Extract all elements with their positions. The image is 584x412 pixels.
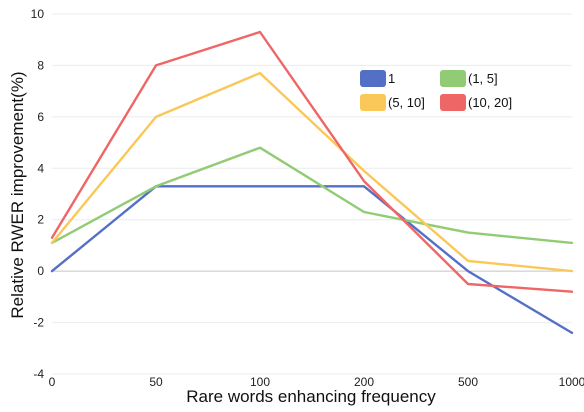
legend-label: (1, 5] [468, 71, 498, 86]
legend-label: 1 [388, 71, 395, 86]
y-axis-title: Relative RWER improvement(%) [8, 71, 27, 318]
legend-label: (5, 10] [388, 95, 425, 110]
grid-lines [52, 14, 572, 374]
y-tick-label: 6 [37, 110, 44, 124]
legend-swatch [440, 94, 466, 111]
legend: 1 (1, 5] (5, 10] (10, 20] [360, 70, 512, 111]
series-line [52, 148, 572, 243]
x-axis-title: Rare words enhancing frequency [186, 387, 436, 406]
y-axis-ticks: -4 -2 0 2 4 6 8 10 [31, 7, 45, 381]
series-line [52, 186, 572, 333]
y-tick-label: 0 [37, 264, 44, 278]
y-tick-label: 2 [37, 213, 44, 227]
x-tick-label: 1000 [559, 375, 584, 389]
y-tick-label: -4 [33, 367, 44, 381]
x-tick-label: 50 [149, 375, 163, 389]
legend-label: (10, 20] [468, 95, 512, 110]
legend-swatch [360, 94, 386, 111]
x-tick-label: 0 [49, 375, 56, 389]
y-tick-label: 4 [37, 161, 44, 175]
legend-swatch [440, 70, 466, 87]
y-tick-label: 8 [37, 58, 44, 72]
y-tick-label: -2 [33, 316, 44, 330]
x-tick-label: 500 [458, 375, 478, 389]
y-tick-label: 10 [31, 7, 45, 21]
legend-swatch [360, 70, 386, 87]
